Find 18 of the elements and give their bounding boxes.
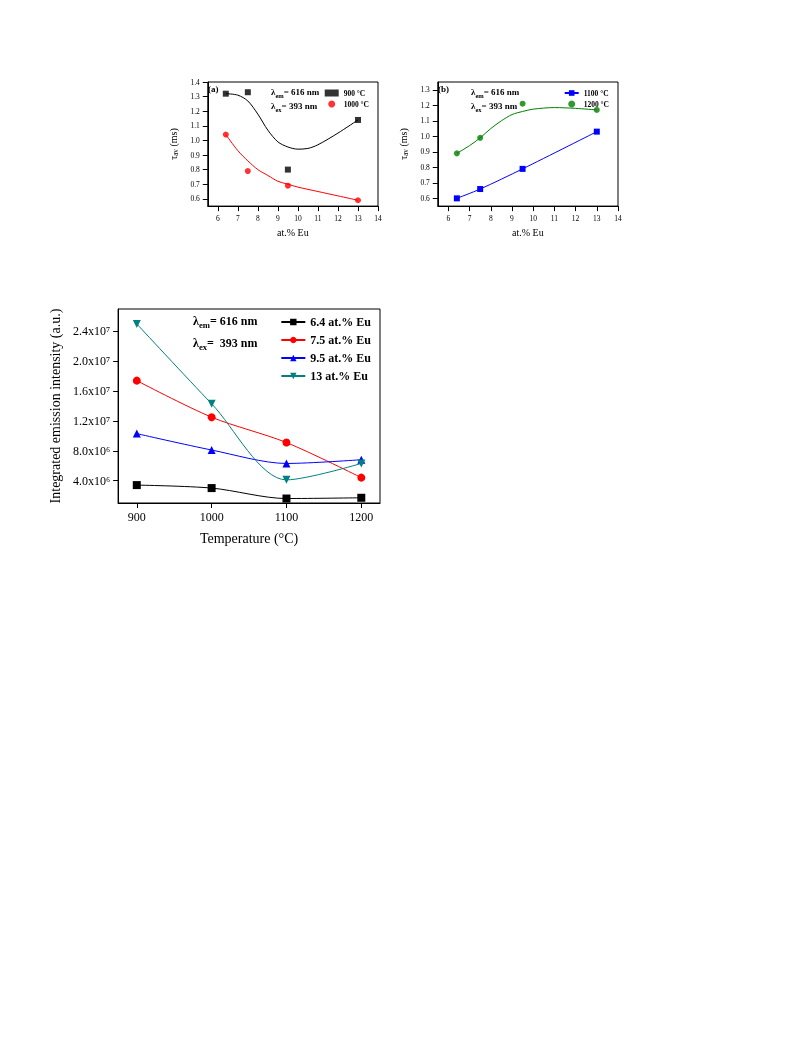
- y-axis-title: Integrated emission intensity (a.u.): [47, 308, 64, 504]
- x-axis-title: at.% Eu: [512, 226, 544, 238]
- legend-label: 6.4 at.% Eu: [310, 315, 372, 329]
- x-axis-title: at.% Eu: [277, 226, 309, 238]
- legend-label: 7.5 at.% Eu: [310, 333, 372, 347]
- y-tick-label: 8.0x10⁶: [72, 443, 111, 458]
- x-tick-label: 1000: [199, 510, 224, 524]
- y-tick-label: 4.0x10⁶: [72, 473, 111, 488]
- x-tick-label: 1200: [349, 510, 374, 524]
- legend-label: 9.5 at.% Eu: [310, 351, 372, 365]
- y-tick-label: 2.0x10⁷: [72, 354, 111, 369]
- x-axis-title: Temperature (°C): [199, 530, 299, 547]
- y-tick-label: 2.4x10⁷: [72, 324, 111, 339]
- x-tick-label: 900: [127, 510, 146, 524]
- y-tick-label: 1.6x10⁷: [72, 384, 111, 399]
- legend-label: 13 at.% Eu: [310, 369, 369, 383]
- y-tick-label: 1.2x10⁷: [72, 413, 111, 428]
- x-tick-label: 1100: [274, 510, 299, 524]
